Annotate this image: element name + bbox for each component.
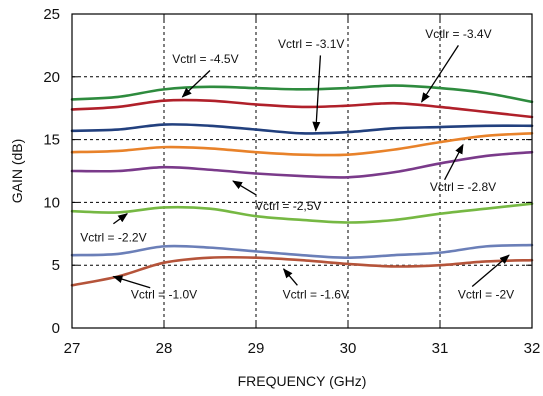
x-tick-label: 28	[156, 340, 173, 357]
x-tick-label: 27	[64, 340, 81, 357]
annotation-label: Vctrl = -2V	[458, 287, 514, 301]
annotation-label: Vctrl = -4.5V	[172, 52, 238, 66]
annotation-arrow	[444, 143, 464, 181]
axis-ticks: 27 28 29 30 31 32 0 5 10 15 20 25	[43, 6, 540, 357]
x-tick-label: 32	[524, 340, 541, 357]
series-line-3	[70, 123, 534, 135]
y-tick-label: 15	[43, 132, 60, 149]
annotation-arrow	[113, 213, 129, 225]
annotation-label: Vctrl = -2.8V	[430, 180, 496, 194]
annotation-arrow	[282, 268, 298, 286]
series-line-4	[70, 132, 534, 157]
series-line-5	[70, 150, 534, 179]
y-tick-label: 5	[52, 257, 60, 274]
series-line-8	[70, 255, 534, 287]
series-line-1	[70, 84, 534, 104]
annotations: Vctrl = -4.5V Vctrl = -3.1V Vctlr = -3.4V V…	[80, 27, 514, 302]
y-tick-label: 25	[43, 6, 60, 23]
annotation-label: Vctrl = -2.2V	[80, 230, 146, 244]
y-tick-label: 10	[43, 194, 60, 211]
annotation-label: Vctrl = -2,5V	[255, 199, 321, 213]
annotation-label: Vctrl = -1.0V	[131, 287, 197, 301]
annotation-arrow	[181, 70, 211, 98]
x-tick-label: 29	[248, 340, 265, 357]
y-tick-label: 0	[52, 320, 60, 337]
series-line-7	[70, 243, 534, 259]
annotation-label: Vctrl = -3.1V	[278, 37, 344, 51]
series-group	[70, 84, 534, 287]
x-tick-label: 31	[432, 340, 449, 357]
annotation-arrow	[471, 254, 510, 288]
annotation-arrow	[112, 275, 151, 289]
x-axis-title: FREQUENCY (GHz)	[238, 373, 367, 389]
annotation-label: Vctlr = -3.4V	[425, 27, 491, 41]
annotation-arrow	[312, 55, 322, 132]
series-line-2	[70, 98, 534, 119]
annotation-arrow	[421, 45, 459, 103]
series-line-6	[70, 202, 534, 224]
y-tick-label: 20	[43, 69, 60, 86]
y-axis-title: GAIN (dB)	[9, 139, 25, 204]
annotation-label: Vctrl = -1.6V	[283, 287, 349, 301]
annotation-arrow	[232, 180, 257, 196]
grid	[72, 14, 532, 328]
x-tick-label: 30	[340, 340, 357, 357]
plot-frame	[71, 13, 533, 329]
